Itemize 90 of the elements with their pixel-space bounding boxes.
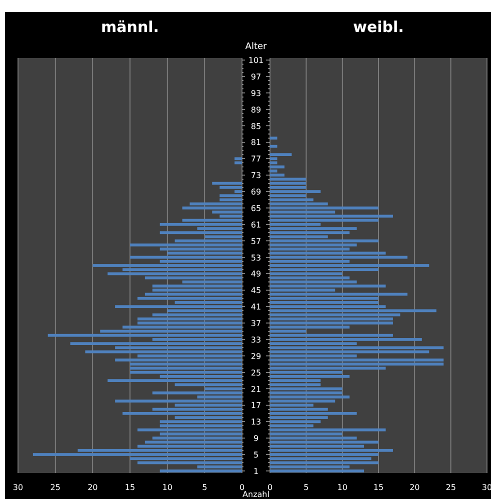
x-tick-label: 20 [410, 483, 420, 492]
x-tick-label: 0 [239, 483, 245, 492]
bar [270, 206, 378, 210]
bar [130, 370, 242, 374]
x-tick-label: 15 [124, 483, 136, 492]
x-axis-title: Anzahl [242, 490, 270, 499]
bar [115, 358, 242, 362]
bar [270, 227, 357, 230]
bar [212, 182, 242, 185]
y-tick-label: 29 [250, 352, 262, 361]
bar [270, 412, 357, 415]
bar [270, 440, 378, 444]
bar [92, 264, 242, 267]
bar [270, 470, 364, 472]
x-tick-label: 5 [202, 483, 208, 492]
y-tick-label: 85 [250, 122, 262, 131]
y-tick-label: 41 [250, 302, 262, 312]
bar [160, 231, 242, 234]
y-tick-label: 73 [250, 171, 262, 180]
y-axis-title: Alter [245, 42, 268, 52]
bar [137, 428, 242, 432]
bar [270, 428, 386, 432]
bar [270, 346, 444, 350]
y-tick-label: 81 [250, 138, 262, 148]
bar [270, 239, 378, 242]
y-tick-label: 61 [250, 220, 262, 230]
bar [160, 470, 242, 472]
y-tick-label: 57 [250, 236, 262, 246]
bar [152, 391, 242, 394]
bar [270, 136, 278, 140]
y-tick-label: 1 [253, 466, 259, 476]
x-tick-label: 10 [162, 483, 172, 492]
y-tick-label: 21 [250, 384, 262, 394]
bar [270, 338, 422, 341]
bar [270, 448, 393, 452]
y-tick-label: 93 [250, 88, 262, 98]
bar [160, 420, 242, 424]
chart-title: männl. [101, 18, 159, 36]
bar [270, 358, 444, 362]
y-tick-label: 5 [253, 450, 259, 460]
x-tick-label: 25 [446, 483, 456, 492]
bar [270, 396, 350, 398]
x-tick-label: 15 [373, 483, 384, 492]
y-tick-label: 69 [250, 188, 262, 197]
x-tick-label: 0 [267, 483, 273, 492]
bar [137, 296, 242, 300]
x-tick-label: 10 [337, 483, 348, 492]
bar [270, 375, 350, 378]
y-tick-label: 33 [250, 335, 262, 344]
y-tick-label: 45 [250, 286, 262, 296]
bar [270, 284, 386, 288]
y-tick-label: 37 [250, 319, 262, 328]
y-tick-label: 65 [250, 204, 262, 213]
bar [115, 305, 242, 308]
y-tick-label: 77 [250, 154, 262, 164]
y-tick-label: 97 [250, 72, 262, 82]
bar [182, 206, 242, 210]
x-tick-label: 20 [88, 483, 98, 492]
bar [108, 379, 242, 382]
bar [48, 334, 242, 337]
bar [70, 342, 242, 346]
y-tick-label: 17 [250, 401, 262, 410]
y-tick-label: 101 [248, 56, 264, 66]
bar [160, 222, 242, 226]
y-tick-label: 25 [250, 368, 262, 378]
x-tick-label: 30 [12, 483, 24, 492]
chart-title: weibl. [353, 18, 404, 36]
bar [152, 284, 242, 288]
bar [270, 190, 321, 193]
bar [220, 194, 242, 198]
bar [122, 412, 242, 415]
bar [137, 317, 242, 320]
bar [270, 362, 444, 366]
bar [234, 157, 242, 160]
bar [115, 400, 242, 403]
bar [270, 165, 284, 168]
bar [32, 453, 242, 456]
bar [270, 264, 430, 267]
x-tick-label: 25 [50, 483, 60, 492]
bar [130, 244, 242, 246]
bar [270, 144, 278, 148]
y-tick-label: 49 [250, 270, 262, 279]
bar [270, 153, 292, 156]
y-tick-label: 53 [250, 253, 262, 262]
y-tick-label: 9 [253, 434, 259, 444]
x-tick-label: 5 [304, 483, 309, 492]
bar [270, 322, 393, 324]
bar [270, 182, 306, 185]
y-tick-label: 13 [250, 418, 262, 427]
y-tick-label: 89 [250, 105, 262, 114]
